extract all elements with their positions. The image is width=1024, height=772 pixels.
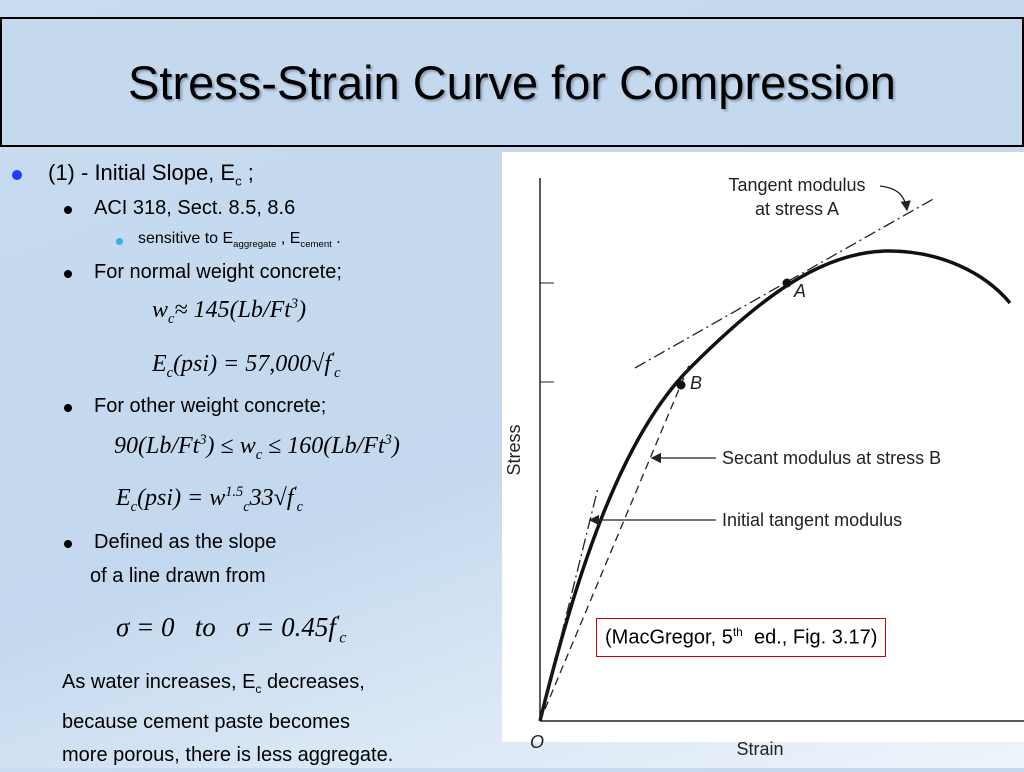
text: cement bbox=[300, 239, 332, 251]
text: more porous, there is less aggregate. bbox=[62, 744, 394, 766]
text: 90(Lb/Ft bbox=[114, 433, 200, 459]
text: c bbox=[334, 364, 341, 381]
text: ' bbox=[335, 612, 340, 630]
tangent-line bbox=[634, 197, 936, 369]
text: σ = 0 to σ = 0.45f bbox=[116, 612, 336, 642]
text: (MacGregor, 5 bbox=[605, 626, 733, 649]
text: 3 bbox=[199, 432, 207, 448]
item: Defined as the slope bbox=[94, 531, 277, 553]
text: because cement paste becomes bbox=[62, 711, 350, 733]
arrow bbox=[879, 185, 911, 212]
text: (1) - Initial Slope, E bbox=[48, 160, 236, 185]
note: As water increases, Ec decreases, because… bbox=[62, 666, 393, 772]
curve bbox=[538, 249, 1012, 722]
text: c bbox=[168, 310, 175, 327]
item: For other weight concrete; bbox=[94, 395, 327, 417]
label: Initial tangent modulus bbox=[722, 510, 902, 530]
text: c bbox=[235, 173, 242, 189]
equation: 90(Lb/Ft3) ≤ wc ≤ 160(Lb/Ft3) bbox=[114, 432, 400, 464]
text: f bbox=[286, 485, 294, 511]
text: ≈ 145(Lb/Ft bbox=[174, 297, 291, 323]
bullet bbox=[64, 404, 72, 412]
text: c bbox=[255, 682, 262, 696]
text: 1.5 bbox=[225, 484, 244, 500]
citation: (MacGregor, 5th ed., Fig. 3.17) bbox=[596, 618, 887, 657]
text: c bbox=[255, 446, 263, 463]
label: B bbox=[690, 373, 702, 393]
text: w bbox=[152, 297, 169, 323]
axis-label: Strain bbox=[736, 739, 783, 759]
text: c bbox=[130, 498, 138, 515]
text: ' bbox=[293, 484, 297, 500]
text: sensitive to E bbox=[138, 230, 234, 247]
bullet bbox=[12, 170, 22, 180]
equation: Ec(psi) = 57,000√f'c bbox=[152, 350, 341, 382]
secant-line bbox=[539, 362, 691, 722]
equation: σ = 0 to σ = 0.45f'c bbox=[116, 612, 346, 647]
label: Tangent modulus bbox=[728, 175, 865, 195]
text: (psi) = 57,000√ bbox=[173, 351, 325, 377]
text: ≤ 160(Lb/Ft bbox=[262, 433, 385, 459]
text: 3 bbox=[290, 296, 299, 312]
text: aggregate bbox=[233, 239, 277, 251]
point-b bbox=[676, 380, 686, 390]
text: E bbox=[152, 351, 167, 377]
figure: Tangent modulus at stress A A B Secant m… bbox=[502, 152, 1024, 759]
label: A bbox=[793, 281, 806, 301]
text: decreases, bbox=[261, 671, 365, 693]
bullet bbox=[116, 238, 123, 245]
label: at stress A bbox=[755, 199, 839, 219]
text: ) bbox=[391, 433, 400, 459]
bullet bbox=[64, 206, 72, 214]
text: c bbox=[296, 498, 303, 515]
text: (psi) = w bbox=[137, 485, 226, 511]
bullet bbox=[64, 270, 72, 278]
equation: wc≈ 145(Lb/Ft3) bbox=[152, 296, 306, 328]
item: sensitive to Eaggregate , Ecement . bbox=[138, 230, 341, 250]
text: c bbox=[243, 498, 250, 515]
item: ACI 318, Sect. 8.5, 8.6 bbox=[94, 197, 296, 219]
text: 3 bbox=[384, 432, 392, 448]
text: c bbox=[166, 364, 174, 381]
item: For normal weight concrete; bbox=[94, 261, 342, 283]
diagram: Tangent modulus at stress A A B Secant m… bbox=[504, 175, 1024, 759]
item: of a line drawn from bbox=[90, 565, 266, 587]
text: ) bbox=[298, 297, 307, 323]
axis-label: Stress bbox=[504, 424, 524, 475]
text: , E bbox=[276, 230, 301, 247]
title: Stress-Strain Curve for Compression bbox=[0, 17, 1024, 147]
text: E bbox=[116, 485, 131, 511]
text: . bbox=[331, 230, 341, 247]
text: c bbox=[339, 628, 347, 647]
initial-tangent-line bbox=[539, 487, 599, 722]
label: O bbox=[530, 732, 544, 752]
text: ' bbox=[331, 350, 335, 366]
text: ) ≤ w bbox=[206, 433, 256, 459]
label: Secant modulus at stress B bbox=[722, 448, 941, 468]
text: ; bbox=[241, 160, 254, 185]
bullet bbox=[64, 540, 72, 548]
text: 33√ bbox=[249, 485, 287, 511]
text: f bbox=[324, 351, 332, 377]
equation: Ec(psi) = w1.5c33√f'c bbox=[116, 484, 303, 516]
text: th bbox=[732, 625, 743, 639]
text: ed., Fig. 3.17) bbox=[742, 626, 878, 649]
point-a bbox=[782, 278, 792, 288]
item: (1) - Initial Slope, Ec ; bbox=[48, 160, 254, 188]
text: As water increases, E bbox=[62, 671, 256, 693]
